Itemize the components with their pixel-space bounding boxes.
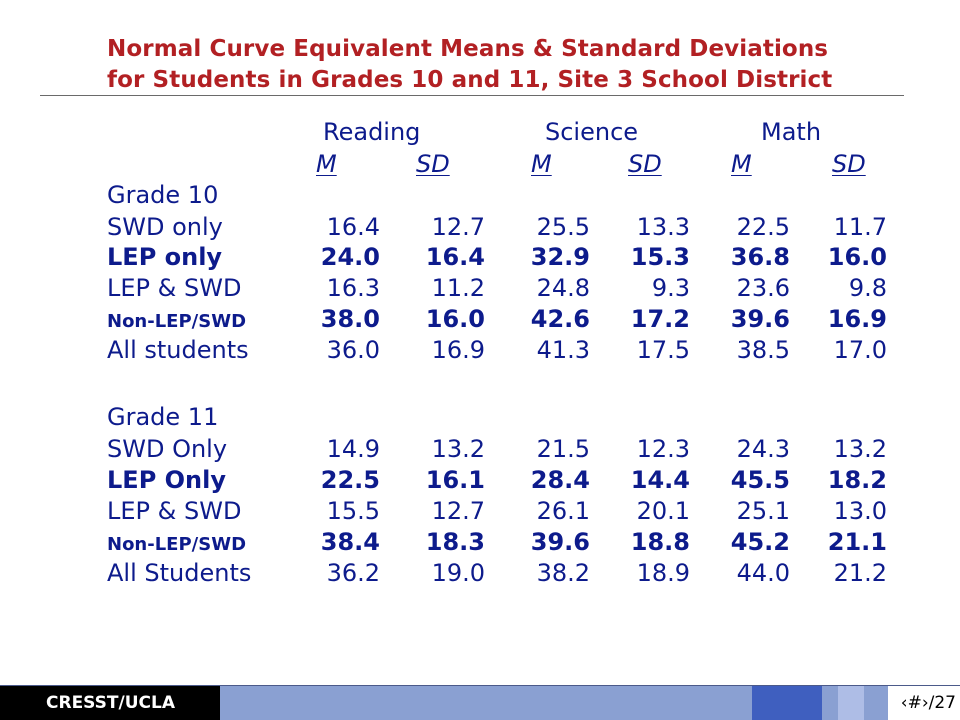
row-label: SWD only [107,213,223,241]
value-cell: 24.0 [320,243,380,271]
row-label: LEP & SWD [107,497,242,525]
value-cell: 12.3 [636,435,690,463]
value-cell: 44.0 [736,559,790,587]
science-sd-header: SD [628,150,662,178]
value-cell: 38.2 [536,559,590,587]
value-cell: 36.0 [326,336,380,364]
science-m-header: M [531,150,552,178]
grade-heading: Grade 10 [107,181,219,209]
value-cell: 24.8 [536,274,590,302]
value-cell: 21.5 [536,435,590,463]
reading-sd-header: SD [416,150,450,178]
value-cell: 9.8 [848,274,887,302]
math-sd-header: SD [832,150,866,178]
value-cell: 18.2 [827,466,887,494]
subject-header-reading: Reading [323,118,421,146]
subject-header-science: Science [545,118,639,146]
footer-org-label: CRESST/UCLA [0,686,220,720]
value-cell: 18.3 [425,528,485,556]
value-cell: 16.0 [425,305,485,333]
value-cell: 17.5 [636,336,690,364]
value-cell: 16.1 [425,466,485,494]
value-cell: 9.3 [651,274,690,302]
value-cell: 36.8 [730,243,790,271]
value-cell: 19.0 [431,559,485,587]
value-cell: 39.6 [530,528,590,556]
math-m-header: M [731,150,752,178]
footer-accent-dark [752,686,822,720]
value-cell: 18.9 [636,559,690,587]
value-cell: 25.5 [536,213,590,241]
title-line-2: for Students in Grades 10 and 11, Site 3… [107,67,833,93]
value-cell: 22.5 [736,213,790,241]
value-cell: 24.3 [736,435,790,463]
grade-heading: Grade 11 [107,403,219,431]
value-cell: 45.2 [730,528,790,556]
reading-m-header: M [316,150,337,178]
value-cell: 28.4 [530,466,590,494]
value-cell: 20.1 [636,497,690,525]
value-cell: 21.1 [827,528,887,556]
footer-bar: CRESST/UCLA ‹#›/27 [0,686,960,720]
value-cell: 11.2 [431,274,485,302]
value-cell: 13.3 [636,213,690,241]
value-cell: 16.3 [326,274,380,302]
row-label: Non-LEP/SWD [107,311,247,332]
footer-accent-light [838,686,864,720]
value-cell: 22.5 [320,466,380,494]
row-label: All students [107,336,249,364]
value-cell: 16.4 [425,243,485,271]
value-cell: 36.2 [326,559,380,587]
value-cell: 13.2 [431,435,485,463]
value-cell: 13.0 [833,497,887,525]
value-cell: 23.6 [736,274,790,302]
value-cell: 45.5 [730,466,790,494]
value-cell: 16.9 [431,336,485,364]
row-label: LEP Only [107,466,226,494]
footer-rule [0,685,960,686]
value-cell: 14.9 [326,435,380,463]
slide-title: Normal Curve Equivalent Means & Standard… [107,34,832,96]
value-cell: 12.7 [431,497,485,525]
value-cell: 17.2 [630,305,690,333]
row-label: SWD Only [107,435,228,463]
value-cell: 16.0 [827,243,887,271]
subject-header-math: Math [761,118,822,146]
value-cell: 16.9 [827,305,887,333]
value-cell: 21.2 [833,559,887,587]
value-cell: 42.6 [530,305,590,333]
row-label: LEP only [107,243,223,271]
value-cell: 12.7 [431,213,485,241]
value-cell: 17.0 [833,336,887,364]
page-number: ‹#›/27 [888,686,960,720]
value-cell: 25.1 [736,497,790,525]
value-cell: 11.7 [833,213,887,241]
value-cell: 15.3 [630,243,690,271]
value-cell: 38.4 [320,528,380,556]
title-line-1: Normal Curve Equivalent Means & Standard… [107,36,829,62]
title-divider [40,95,904,96]
value-cell: 41.3 [536,336,590,364]
value-cell: 26.1 [536,497,590,525]
value-cell: 16.4 [326,213,380,241]
value-cell: 13.2 [833,435,887,463]
row-label: LEP & SWD [107,274,242,302]
value-cell: 14.4 [630,466,690,494]
row-label: Non-LEP/SWD [107,534,247,555]
value-cell: 39.6 [730,305,790,333]
value-cell: 15.5 [326,497,380,525]
row-label: All Students [107,559,252,587]
value-cell: 38.5 [736,336,790,364]
value-cell: 38.0 [320,305,380,333]
value-cell: 18.8 [630,528,690,556]
value-cell: 32.9 [530,243,590,271]
